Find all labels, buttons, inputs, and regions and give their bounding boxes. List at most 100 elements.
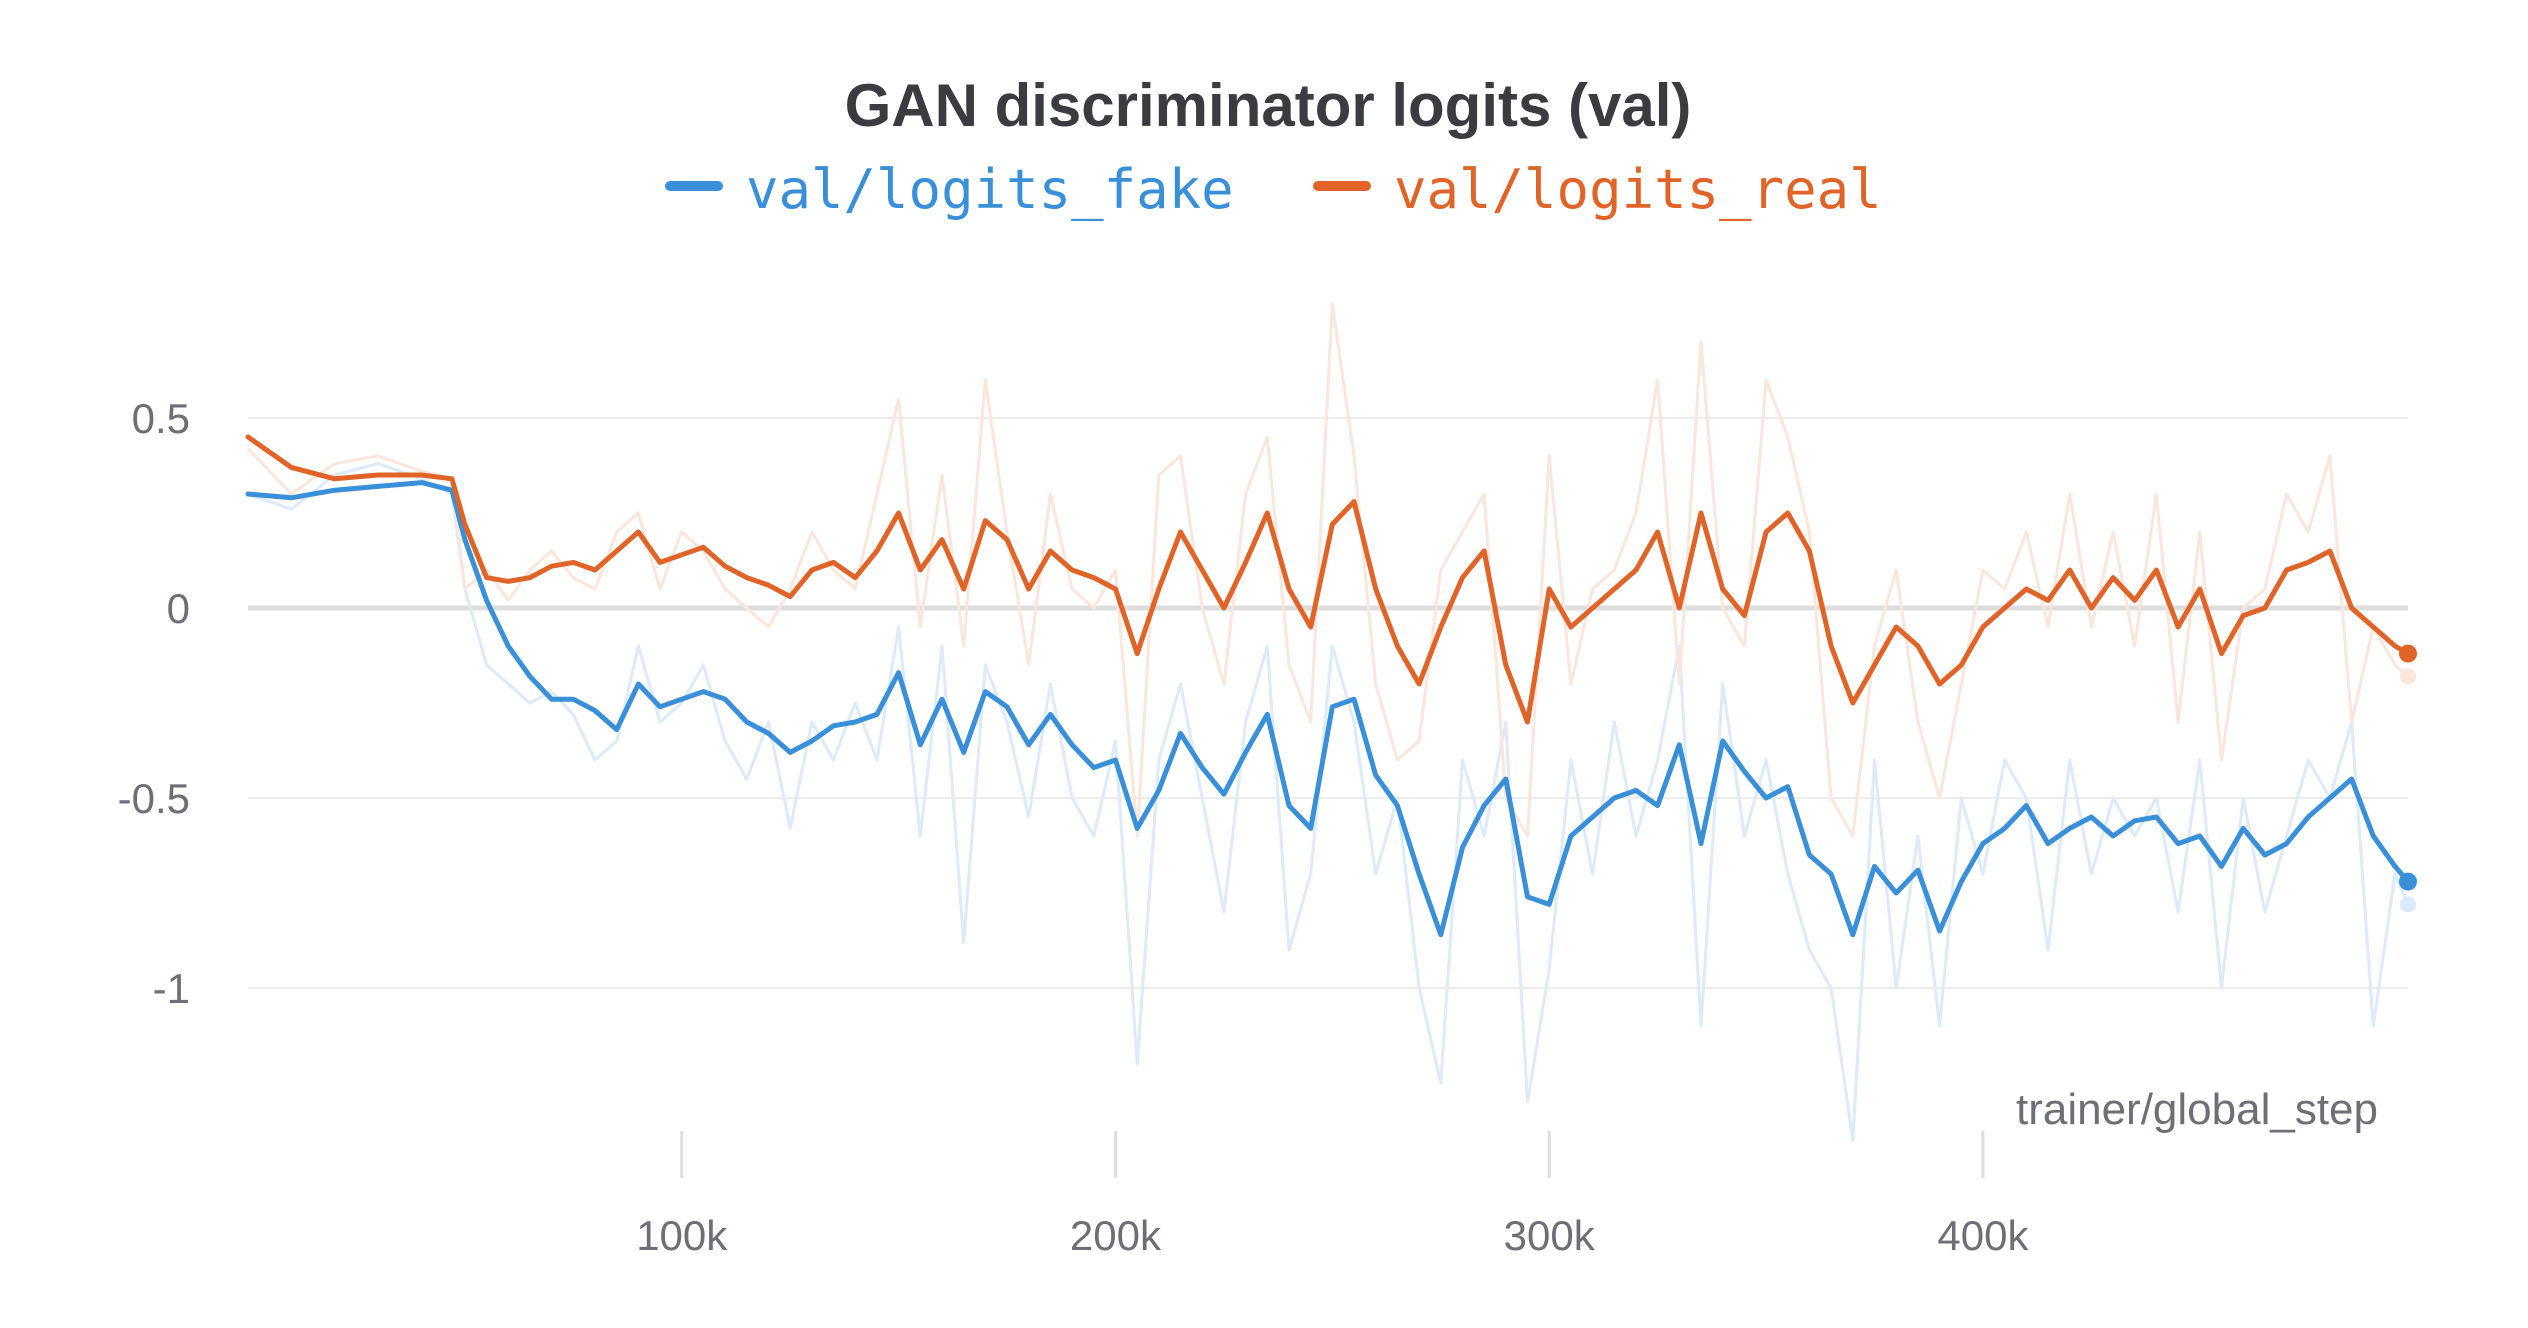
series-line-real (245, 434, 2411, 725)
data-point-fake (1699, 841, 1704, 846)
data-point-real (484, 575, 489, 580)
data-point-real (1395, 644, 1400, 649)
data-point-fake (2349, 777, 2354, 782)
data-point-fake (332, 488, 337, 493)
data-point-real (1221, 606, 1226, 611)
y-tick-label: -1 (153, 965, 190, 1012)
data-point-fake (1980, 841, 1985, 846)
data-point-fake (1959, 879, 1964, 884)
data-point-fake (1872, 864, 1877, 869)
data-point-real (1829, 644, 1834, 649)
x-tick-label: 300k (1504, 1212, 1596, 1259)
data-point-fake (1286, 803, 1291, 808)
data-point-fake (1243, 750, 1248, 755)
y-tick-label: 0.5 (132, 395, 190, 442)
data-point-fake (1894, 891, 1899, 896)
raw-end-point-real (2400, 668, 2416, 685)
data-point-real (549, 564, 554, 569)
data-point-real (1156, 587, 1161, 592)
data-point-fake (2197, 834, 2202, 839)
y-axis: 0.5 0 -0.5 -1 (118, 395, 190, 1012)
data-point-real (1850, 701, 1855, 706)
data-point-real (1764, 530, 1769, 535)
series-line-fake (245, 480, 2411, 938)
data-point-real (1872, 663, 1877, 668)
data-point-fake (246, 492, 251, 497)
x-tick-label: 400k (1937, 1212, 2029, 1259)
data-point-real (831, 560, 836, 565)
data-point-fake (744, 720, 749, 725)
data-point-real (1417, 682, 1422, 687)
data-point-fake (2089, 815, 2094, 820)
data-point-fake (853, 720, 858, 725)
data-point-fake (1156, 788, 1161, 793)
data-point-fake (2306, 815, 2311, 820)
x-tick-label: 100k (636, 1212, 728, 1259)
data-point-real (2327, 549, 2332, 554)
data-point-real (419, 473, 424, 478)
data-point-real (2111, 575, 2116, 580)
data-point-real (1482, 549, 1487, 554)
data-point-fake (2024, 803, 2029, 808)
data-point-real (2349, 606, 2354, 611)
data-point-real (2067, 568, 2072, 573)
data-point-fake (658, 704, 663, 709)
data-point-fake (462, 537, 467, 542)
legend-item-real[interactable]: val/logits_real (1313, 158, 1882, 221)
data-point-real (1720, 587, 1725, 592)
data-point-fake (1330, 704, 1335, 709)
data-point-fake (874, 712, 879, 717)
data-point-fake (1221, 792, 1226, 797)
data-point-fake (614, 727, 619, 732)
data-point-fake (1200, 765, 1205, 770)
data-point-fake (1308, 826, 1313, 831)
data-point-fake (1633, 788, 1638, 793)
data-point-real (2024, 587, 2029, 592)
data-point-real (1568, 625, 1573, 630)
data-point-real (1785, 511, 1790, 516)
data-point-real (874, 549, 879, 554)
data-point-fake (2327, 796, 2332, 801)
data-point-real (1373, 587, 1378, 592)
data-point-real (1026, 587, 1031, 592)
data-point-fake (918, 742, 923, 747)
data-points-layer (246, 465, 2417, 937)
data-point-fake (1850, 932, 1855, 937)
data-point-fake (1352, 697, 1357, 702)
y-tick-label: 0 (167, 585, 190, 632)
data-point-fake (1482, 803, 1487, 808)
data-point-real (1612, 587, 1617, 592)
data-point-real (2089, 606, 2094, 611)
data-point-fake (723, 697, 728, 702)
data-point-real (1330, 522, 1335, 527)
data-point-fake (788, 750, 793, 755)
data-point-fake (571, 697, 576, 702)
data-point-fake (2111, 834, 2116, 839)
data-point-real (1286, 587, 1291, 592)
data-point-fake (2371, 834, 2376, 839)
chart-title: GAN discriminator logits (val) (845, 72, 1692, 139)
data-point-real (1959, 663, 1964, 668)
data-point-real (809, 568, 814, 573)
data-point-fake (831, 723, 836, 728)
data-point-fake (592, 708, 597, 713)
data-point-fake (2002, 826, 2007, 831)
data-point-fake (1720, 739, 1725, 744)
data-point-fake (679, 697, 684, 702)
data-point-real (961, 587, 966, 592)
data-point-real (2284, 568, 2289, 573)
data-point-real (1655, 530, 1660, 535)
data-point-real (289, 465, 294, 470)
data-point-real (1460, 575, 1465, 580)
raw-series-layer (246, 302, 2410, 1142)
data-point-real (1265, 511, 1270, 516)
data-point-real (1503, 663, 1508, 668)
raw-line-fake (247, 462, 2410, 1142)
legend-item-fake[interactable]: val/logits_fake (665, 158, 1234, 221)
data-point-fake (961, 750, 966, 755)
data-point-real (462, 522, 467, 527)
data-point-fake (1677, 742, 1682, 747)
data-point-fake (289, 495, 294, 500)
data-point-fake (484, 598, 489, 603)
